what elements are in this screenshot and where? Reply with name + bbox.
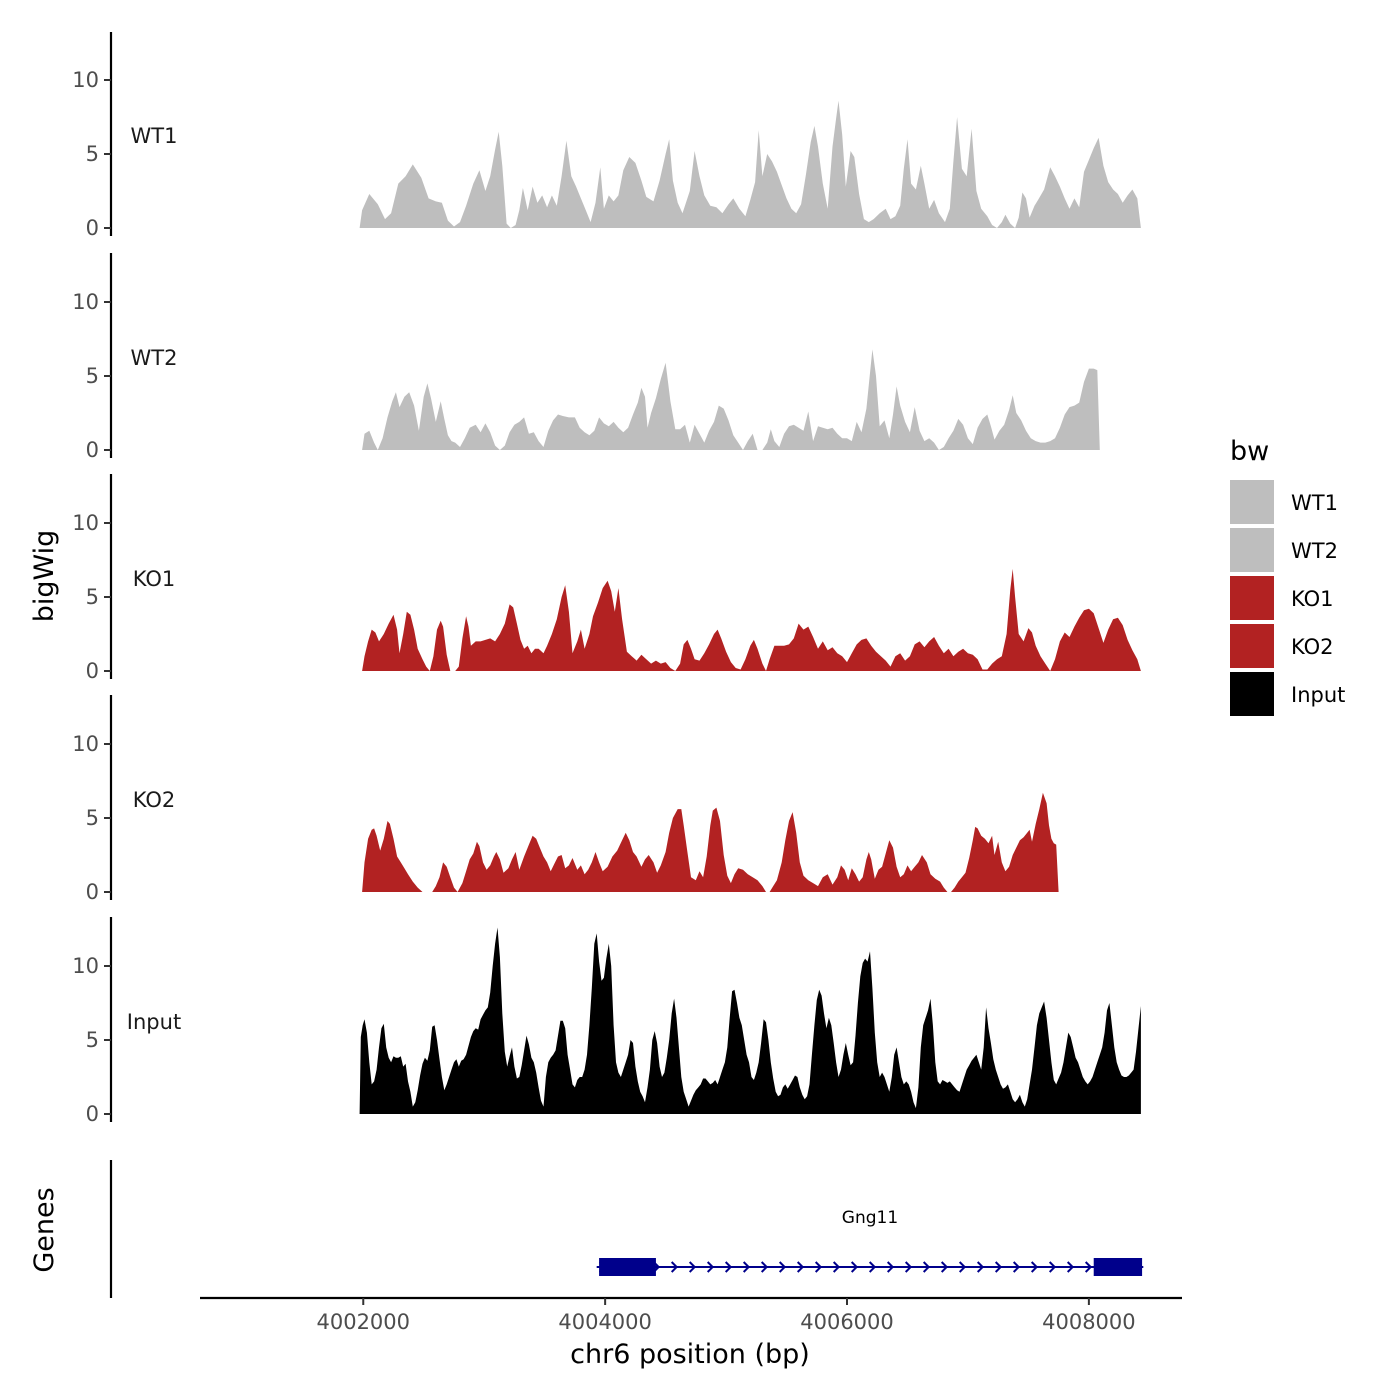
track-label-wt2: WT2	[131, 346, 178, 370]
legend-label-ko2: KO2	[1291, 635, 1334, 659]
strand-arrow	[742, 1261, 751, 1273]
strand-arrow	[688, 1261, 697, 1273]
strand-arrow	[796, 1261, 805, 1273]
track-wt1: 0 5 10 WT1	[72, 32, 1141, 240]
x-tick-label: 4008000	[1042, 1310, 1136, 1334]
legend-label-wt1: WT1	[1291, 491, 1338, 515]
strand-arrow	[670, 1261, 679, 1273]
legend-key-ko1	[1230, 576, 1274, 620]
coverage-area-ko2	[362, 792, 1059, 892]
track-wt2: 0 5 10 WT2	[72, 253, 1100, 462]
y-tick-label: 0	[86, 438, 99, 462]
y-tick-label: 5	[86, 585, 99, 609]
x-tick-label: 4002000	[316, 1310, 410, 1334]
y-tick-label: 5	[86, 142, 99, 166]
strand-arrow	[1030, 1261, 1039, 1273]
strand-arrow	[886, 1261, 895, 1273]
strand-arrow	[832, 1261, 841, 1273]
strand-arrow	[868, 1261, 877, 1273]
gene-label: Gng11	[842, 1208, 898, 1228]
x-tick-label: 4006000	[800, 1310, 894, 1334]
strand-arrow	[778, 1261, 787, 1273]
x-axis: 4002000 4004000 4006000 4008000	[200, 1296, 1182, 1334]
strand-arrow	[958, 1261, 967, 1273]
strand-arrow	[760, 1261, 769, 1273]
coverage-area-input	[359, 927, 1141, 1114]
y-tick-label: 5	[86, 1028, 99, 1052]
y-tick-label: 10	[72, 732, 99, 756]
legend-label-wt2: WT2	[1291, 539, 1338, 563]
y-tick-label: 5	[86, 806, 99, 830]
strand-arrow	[976, 1261, 985, 1273]
track-label-wt1: WT1	[131, 124, 178, 148]
coverage-area-wt1	[359, 100, 1141, 228]
y-tick-label: 0	[86, 1102, 99, 1126]
track-input: 0 5 10 Input	[72, 917, 1141, 1126]
strand-arrow	[1048, 1261, 1057, 1273]
y-tick-label: 0	[86, 216, 99, 240]
strand-arrow	[1012, 1261, 1021, 1273]
legend-key-input	[1230, 672, 1274, 716]
track-label-ko1: KO1	[133, 567, 176, 591]
y-axis-title: bigWig	[29, 530, 60, 623]
legend-label-ko1: KO1	[1291, 587, 1334, 611]
exon	[1093, 1258, 1143, 1276]
y-tick-label: 10	[72, 954, 99, 978]
track-label-ko2: KO2	[133, 788, 176, 812]
x-axis-title: chr6 position (bp)	[570, 1339, 810, 1370]
y-tick-label: 5	[86, 364, 99, 388]
legend-key-wt2	[1230, 528, 1274, 572]
y-tick-label: 0	[86, 880, 99, 904]
strand-arrow	[724, 1261, 733, 1273]
y-tick-label: 0	[86, 659, 99, 683]
strand-arrow	[1066, 1261, 1075, 1273]
coverage-tracks: 0 5 10 WT1 0 5 10 WT2 0 5 10 KO1 0 5 10 KO2 0 5 10 Input	[72, 32, 1141, 1126]
exon	[599, 1258, 656, 1276]
track-ko2: 0 5 10 KO2	[72, 695, 1059, 904]
strand-arrow	[1084, 1261, 1093, 1273]
coverage-area-wt2	[362, 349, 1100, 450]
strand-arrow	[940, 1261, 949, 1273]
x-tick-label: 4004000	[558, 1310, 652, 1334]
strand-arrow	[994, 1261, 1003, 1273]
track-ko1: 0 5 10 KO1	[72, 474, 1141, 683]
track-label-input: Input	[127, 1010, 181, 1034]
strand-arrow	[814, 1261, 823, 1273]
legend-title: bw	[1230, 436, 1269, 467]
strand-arrow	[922, 1261, 931, 1273]
y-tick-label: 10	[72, 511, 99, 535]
strand-arrow	[904, 1261, 913, 1273]
genes-axis-title: Genes	[29, 1187, 60, 1272]
legend-key-wt1	[1230, 480, 1274, 524]
y-tick-label: 10	[72, 290, 99, 314]
legend-label-input: Input	[1291, 683, 1345, 707]
strand-arrow	[850, 1261, 859, 1273]
legend-key-ko2	[1230, 624, 1274, 668]
coverage-area-ko1	[362, 568, 1141, 671]
strand-arrow	[706, 1261, 715, 1273]
y-tick-label: 10	[72, 68, 99, 92]
gene-track: Gng11	[109, 1160, 1144, 1298]
legend: bw WT1 WT2 KO1 KO2 Input	[1230, 436, 1345, 716]
